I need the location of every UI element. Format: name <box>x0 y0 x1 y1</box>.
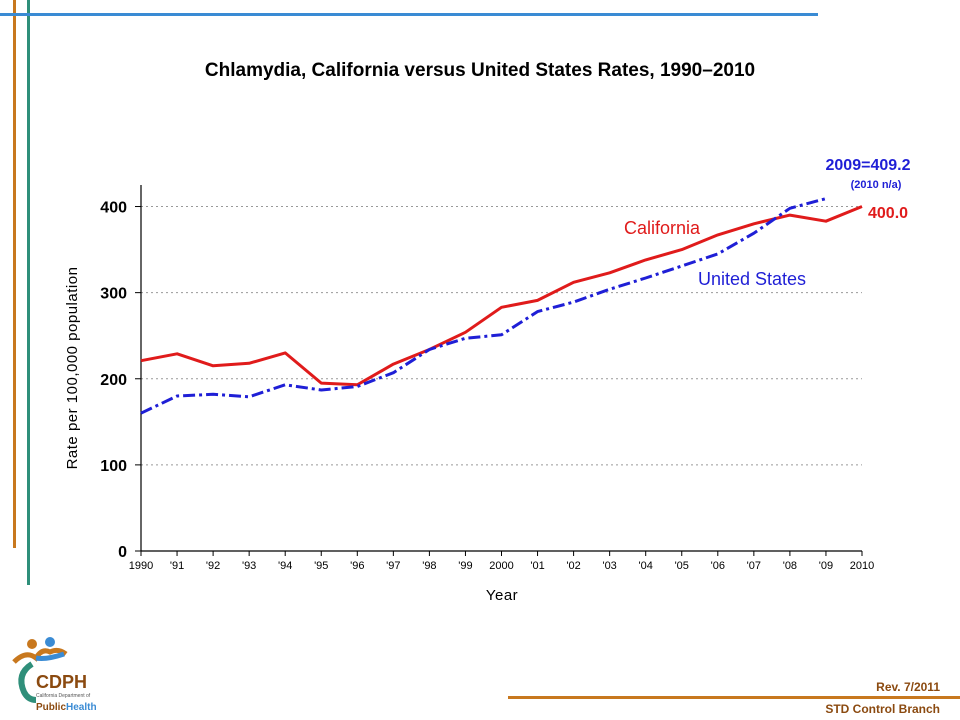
x-tick-label: '05 <box>675 560 689 572</box>
logo-text-sub: California Department of <box>36 693 91 699</box>
chart-title: Chlamydia, California versus United Stat… <box>204 60 756 81</box>
series-label-united-states: United States <box>698 269 806 289</box>
x-tick-label: '96 <box>350 560 364 572</box>
x-tick-label: '09 <box>819 560 833 572</box>
y-axis-title: Rate per 100,000 population <box>64 267 81 470</box>
california-end-value: 400.0 <box>868 205 908 222</box>
x-tick-label: '08 <box>783 560 797 572</box>
x-axis-title: Year <box>486 587 518 604</box>
x-tick-labels: 1990 '91 '92 '93 '94 '95 '96 '97 '98 '99 2000 '01 '0… <box>129 560 874 572</box>
logo-text-public: Public <box>36 702 66 713</box>
footer-branch: STD Control Branch <box>825 702 940 716</box>
x-tick-label: '98 <box>422 560 436 572</box>
decorative-footer-line <box>508 696 960 699</box>
axes <box>135 185 863 556</box>
series-label-california: California <box>624 218 701 238</box>
x-tick-label: 2000 <box>489 560 513 572</box>
x-tick-label: 1990 <box>129 560 153 572</box>
x-tick-label: '91 <box>170 560 184 572</box>
decorative-vertical-line-orange <box>13 0 16 548</box>
x-tick-label: '92 <box>206 560 220 572</box>
series-line-united-states <box>140 197 827 415</box>
x-tick-label: '03 <box>602 560 616 572</box>
cdph-logo: CDPH California Department of Public Hea… <box>6 628 116 714</box>
x-tick-label: 2010 <box>850 560 874 572</box>
us-note: (2010 n/a) <box>851 179 902 191</box>
x-tick-label: '01 <box>530 560 544 572</box>
y-tick-label: 400 <box>100 200 127 217</box>
x-tick-label: '02 <box>566 560 580 572</box>
y-tick-labels: 0 100 200 300 400 <box>100 200 127 561</box>
y-tick-label: 100 <box>100 458 127 475</box>
x-tick-label: '97 <box>386 560 400 572</box>
logo-text-main: CDPH <box>36 672 87 692</box>
y-tick-label: 300 <box>100 286 127 303</box>
x-tick-label: '99 <box>458 560 472 572</box>
series-lines <box>140 197 863 415</box>
logo-text-health: Health <box>66 702 97 713</box>
grid-lines <box>141 206 862 466</box>
us-end-value: 2009=409.2 <box>826 157 911 174</box>
decorative-horizontal-line-blue <box>0 13 818 16</box>
x-tick-label: '06 <box>711 560 725 572</box>
decorative-vertical-line-teal <box>27 0 30 585</box>
footer-revision: Rev. 7/2011 <box>876 680 940 694</box>
x-tick-label: '94 <box>278 560 292 572</box>
x-tick-label: '95 <box>314 560 328 572</box>
x-tick-label: '93 <box>242 560 256 572</box>
y-tick-label: 200 <box>100 372 127 389</box>
x-tick-label: '04 <box>639 560 653 572</box>
y-tick-label: 0 <box>118 544 127 561</box>
x-tick-label: '07 <box>747 560 761 572</box>
